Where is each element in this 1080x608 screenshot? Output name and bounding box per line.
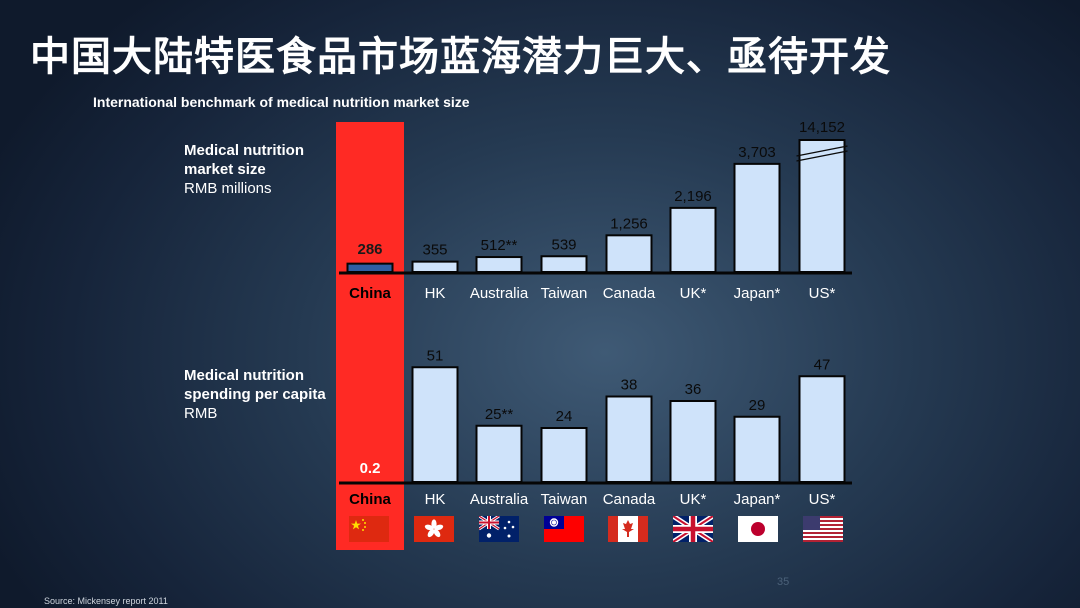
market-size-category-label-uk: UK*: [680, 285, 707, 302]
per-capita-bar-uk: [669, 400, 717, 483]
uk-flag-icon: [673, 516, 713, 542]
per-capita-bar-us: [798, 375, 846, 483]
market-size-bar-hk: [411, 260, 459, 274]
market-size-value-label-taiwan: 539: [551, 236, 576, 253]
per-capita-bar-taiwan: [540, 427, 588, 483]
per-capita-value-label-hk: 51: [427, 347, 444, 364]
per-capita-value-label-japan: 29: [749, 397, 766, 414]
japan-flag-icon: [738, 516, 778, 542]
per-capita-value-label-canada: 38: [621, 377, 638, 394]
market-size-value-label-hk: 355: [422, 242, 447, 259]
per-capita-label-line1: Medical nutrition: [184, 367, 304, 384]
china-flag-icon: [349, 516, 389, 542]
per-capita-category-label-japan: Japan*: [734, 491, 781, 508]
market-size-bar-canada: [605, 234, 653, 273]
market-size-bar-china: [346, 262, 394, 274]
market-size-value-label-uk: 2,196: [674, 188, 712, 205]
australia-flag-icon: [479, 516, 519, 542]
market-size-bar-taiwan: [540, 255, 588, 273]
china-highlight-column: [336, 122, 404, 550]
per-capita-value-label-us: 47: [814, 356, 831, 373]
chart-subtitle: International benchmark of medical nutri…: [93, 94, 470, 110]
per-capita-category-label-canada: Canada: [603, 491, 656, 508]
per-capita-value-label-taiwan: 24: [556, 408, 573, 425]
market-size-label-line2: market size: [184, 161, 266, 178]
canada-flag-icon: [608, 516, 648, 542]
hong-kong-flag-icon: [414, 516, 454, 542]
market-size-category-label-japan: Japan*: [734, 285, 781, 302]
market-size-axis-break-2: [796, 150, 848, 162]
market-size-category-label-hk: HK: [425, 285, 446, 302]
per-capita-category-label-taiwan: Taiwan: [541, 491, 588, 508]
market-size-bar-uk: [669, 206, 717, 273]
market-size-bar-us: [798, 139, 846, 273]
per-capita-bar-hk: [411, 366, 459, 483]
market-size-category-label-china: China: [349, 285, 391, 302]
per-capita-label-line2: spending per capita: [184, 386, 326, 403]
per-capita-bar-japan: [733, 415, 781, 483]
market-size-value-label-japan: 3,703: [738, 144, 776, 161]
market-size-bar-japan: [733, 162, 781, 274]
market-size-value-label-canada: 1,256: [610, 215, 648, 232]
taiwan-flag-icon: [544, 516, 584, 542]
per-capita-axis-label: Medical nutrition spending per capita RM…: [184, 366, 326, 423]
market-size-category-label-australia: Australia: [470, 285, 529, 302]
market-size-category-label-us: US*: [809, 285, 836, 302]
page-title: 中国大陆特医食品市场蓝海潜力巨大、亟待开发: [30, 34, 891, 80]
per-capita-bar-canada: [605, 395, 653, 483]
market-size-bar-australia: [475, 256, 523, 273]
per-capita-value-label-china: 0.2: [360, 460, 381, 477]
market-size-axis-break-1: [796, 145, 848, 157]
us-flag-icon: [803, 516, 843, 542]
per-capita-category-label-uk: UK*: [680, 491, 707, 508]
source-note: Source: Mickensey report 2011: [44, 596, 168, 606]
market-size-axis-label: Medical nutrition market size RMB millio…: [184, 141, 304, 198]
per-capita-category-label-china: China: [349, 491, 391, 508]
per-capita-bar-australia: [475, 424, 523, 483]
market-size-unit: RMB millions: [184, 180, 272, 197]
market-size-value-label-australia: 512**: [481, 237, 518, 254]
market-size-value-label-china: 286: [357, 241, 382, 258]
per-capita-category-label-australia: Australia: [470, 491, 529, 508]
market-size-category-label-canada: Canada: [603, 285, 656, 302]
per-capita-value-label-uk: 36: [685, 381, 702, 398]
per-capita-category-label-hk: HK: [425, 491, 446, 508]
per-capita-category-label-us: US*: [809, 491, 836, 508]
page-number: 35: [777, 576, 790, 588]
per-capita-unit: RMB: [184, 405, 218, 422]
per-capita-value-label-australia: 25**: [485, 406, 514, 423]
market-size-value-label-us: 14,152: [799, 119, 845, 136]
market-size-category-label-taiwan: Taiwan: [541, 285, 588, 302]
market-size-label-line1: Medical nutrition: [184, 142, 304, 159]
